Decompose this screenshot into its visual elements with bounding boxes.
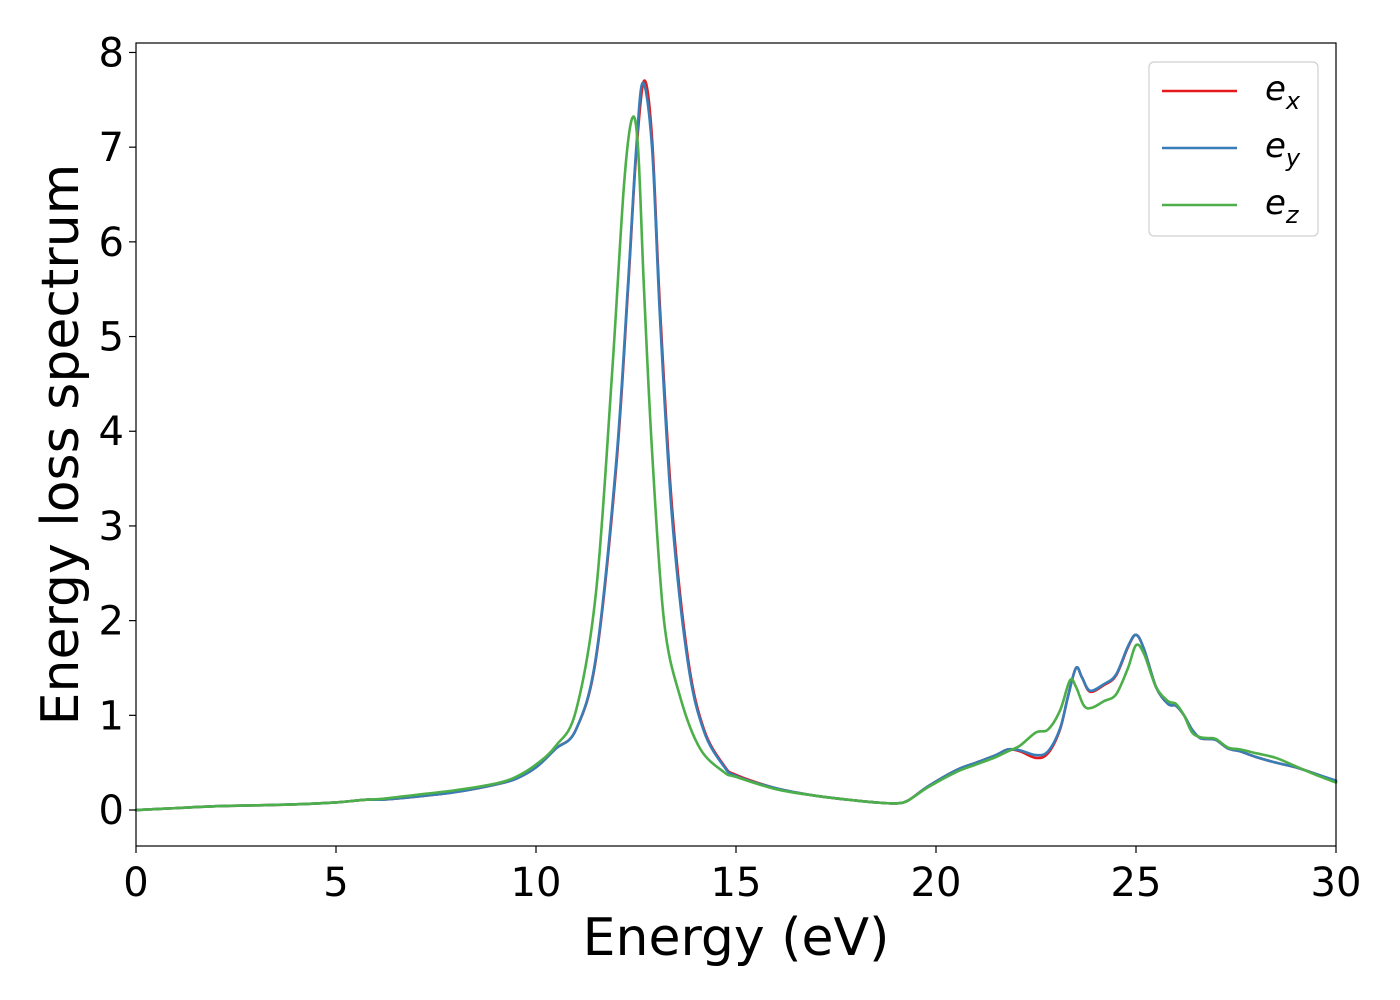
- y-tick-label: 2: [99, 599, 124, 645]
- y-axis: 0 1 2 3 4 5 6 7 8: [99, 30, 136, 834]
- legend-label: ex: [1265, 69, 1301, 115]
- y-tick-label: 3: [99, 504, 124, 550]
- legend-label: ez: [1265, 183, 1300, 229]
- series-line-e-z: [134, 115, 1338, 812]
- x-tick-label: 0: [123, 860, 148, 906]
- x-tick-label: 20: [911, 860, 962, 906]
- y-tick-label: 8: [99, 30, 124, 76]
- y-tick-label: 7: [99, 125, 124, 171]
- x-tick-label: 30: [1311, 860, 1362, 906]
- x-tick-label: 5: [323, 860, 348, 906]
- x-axis-label: Energy (eV): [583, 908, 890, 968]
- y-tick-label: 0: [99, 788, 124, 834]
- y-tick-label: 6: [99, 220, 124, 266]
- x-tick-label: 25: [1111, 860, 1162, 906]
- x-tick-label: 15: [711, 860, 762, 906]
- x-axis: 0 5 10 15 20 25 30: [123, 846, 1361, 906]
- legend-label: ey: [1265, 126, 1301, 172]
- series-layer: [134, 79, 1338, 812]
- x-tick-label: 10: [511, 860, 562, 906]
- legend: ex ey ez: [1148, 61, 1319, 237]
- y-tick-label: 4: [99, 409, 124, 455]
- y-tick-label: 5: [99, 315, 124, 361]
- y-tick-label: 1: [99, 693, 124, 739]
- y-axis-label: Energy loss spectrum: [31, 164, 91, 726]
